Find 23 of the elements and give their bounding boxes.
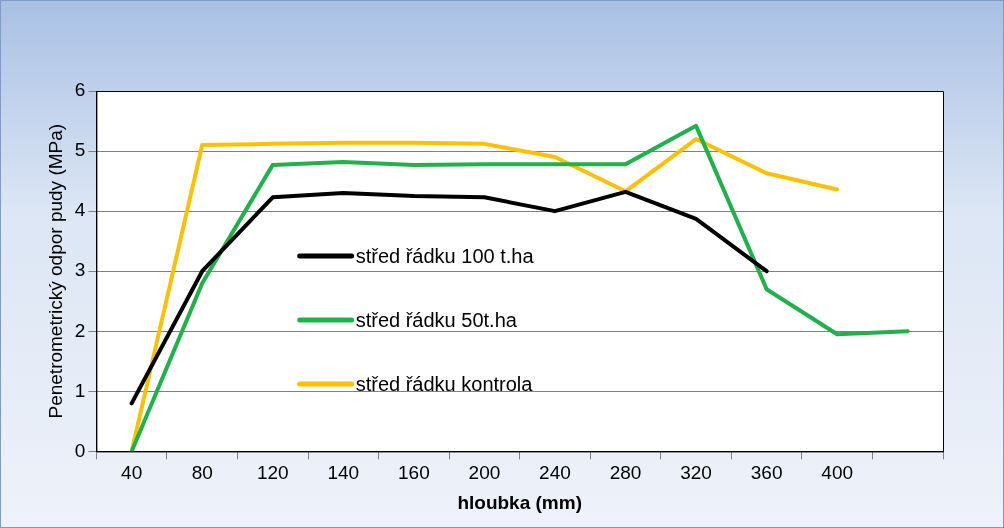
x-tick-label: 80 bbox=[191, 462, 213, 484]
y-tick-label: 6 bbox=[74, 79, 86, 101]
x-tick-label: 120 bbox=[256, 462, 289, 484]
legend-label: střed řádku kontrola bbox=[355, 372, 534, 395]
legend-label: střed řádku 100 t.ha bbox=[355, 244, 535, 267]
y-tick-label: 0 bbox=[74, 439, 86, 461]
y-axis-title: Penetrometrický odpor pudy (MPa) bbox=[44, 123, 66, 419]
x-tick-label: 40 bbox=[121, 462, 143, 484]
y-tick-label: 1 bbox=[74, 379, 86, 401]
y-tick-label: 2 bbox=[74, 319, 86, 341]
x-tick-label: 360 bbox=[750, 462, 783, 484]
x-tick-label: 200 bbox=[468, 462, 501, 484]
x-tick-label: 160 bbox=[398, 462, 430, 484]
y-tick-label: 3 bbox=[74, 259, 86, 281]
x-tick-label: 140 bbox=[327, 462, 360, 484]
x-tick-label: 320 bbox=[680, 462, 712, 484]
x-axis-title: hloubka (mm) bbox=[457, 491, 582, 513]
x-tick-label: 240 bbox=[539, 462, 571, 484]
x-tick-label: 400 bbox=[821, 462, 854, 484]
legend-label: střed řádku 50t.ha bbox=[355, 308, 518, 331]
y-tick-label: 4 bbox=[74, 199, 86, 221]
x-tick-label: 280 bbox=[609, 462, 642, 484]
y-tick-label: 5 bbox=[74, 139, 86, 161]
